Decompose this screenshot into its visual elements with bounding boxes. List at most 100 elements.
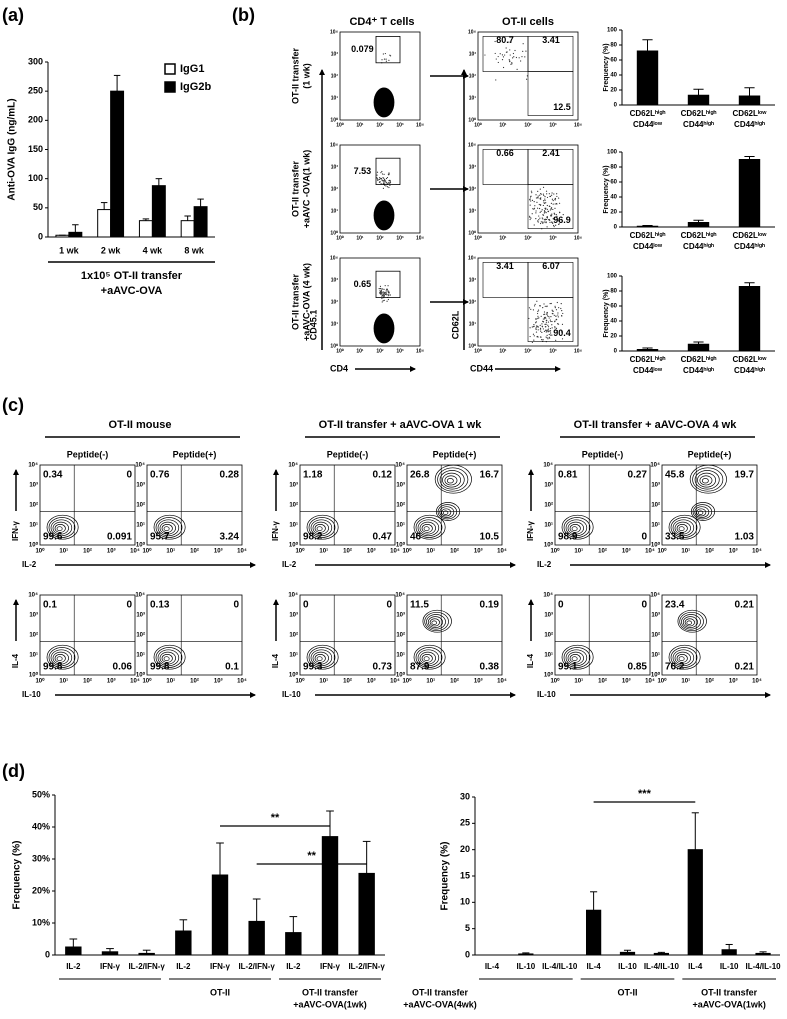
event-dot [548, 317, 550, 319]
flow-tick-label: 10² [524, 122, 532, 128]
contour [310, 649, 333, 667]
contour [153, 514, 186, 540]
flow-tick-label: 10³ [214, 678, 223, 685]
contour [306, 514, 339, 540]
event-dot [537, 190, 539, 192]
x-tick-label: IL-4/IL-10 [644, 962, 680, 971]
x-tick-label: CD62Lˡᵒʷ [733, 231, 768, 240]
event-dot [545, 326, 547, 328]
event-dot [533, 201, 535, 203]
bar [321, 836, 339, 956]
quadrant-value: 98.9 [558, 532, 578, 543]
flow-tick-label: 10¹ [356, 348, 364, 354]
contour [697, 510, 704, 515]
event-dot [545, 336, 547, 338]
flow-tick-label: 10³ [549, 235, 557, 241]
x-tick-label: CD44ʰⁱᵍʰ [734, 119, 765, 129]
flow-tick-label: 10³ [549, 348, 557, 354]
flow-tick-label: 10¹ [651, 652, 660, 659]
event-dot [380, 292, 382, 294]
flow-tick-label: 10⁰ [336, 122, 344, 128]
axis-label: IFN-γ [271, 520, 280, 541]
flow-tick-label: 10² [651, 502, 660, 509]
event-dot [387, 298, 389, 301]
x-tick-label: CD62Lʰⁱᵍʰ [630, 354, 666, 364]
gate-value: 0.079 [351, 44, 374, 54]
x-tick-label: CD62Lʰⁱᵍʰ [681, 230, 717, 240]
quadrant-value: 26.8 [410, 470, 430, 481]
event-dot [532, 208, 534, 210]
quadrant-value: 0.38 [480, 662, 500, 673]
flow-tick-label: 10³ [289, 482, 298, 489]
event-dot [540, 193, 542, 195]
event-dot [379, 285, 382, 288]
flow-tick-label: 10³ [474, 548, 483, 555]
flow-tick-label: 10⁴ [330, 29, 339, 35]
event-dot [557, 312, 559, 314]
flow-tick-label: 10² [450, 678, 459, 685]
event-dot [542, 328, 544, 330]
y-tick-label: 25 [460, 818, 470, 828]
event-dot [556, 195, 558, 198]
quadrant-value: 99.8 [150, 662, 170, 673]
event-dot [534, 205, 536, 207]
event-dot [381, 173, 384, 175]
contour [437, 504, 458, 520]
flow-tick-label: 10² [450, 548, 459, 555]
flow-tick-label: 10¹ [469, 321, 477, 327]
y-tick-label: 100 [607, 150, 618, 156]
axis-label: IL-10 [22, 690, 41, 699]
flow-tick-label: 10⁴ [543, 593, 553, 599]
event-dot [525, 50, 527, 52]
event-dot [546, 208, 548, 211]
event-dot [385, 177, 388, 180]
flow-plot-frame [299, 594, 396, 676]
bar [738, 286, 761, 352]
x-tick-label: CD62Lˡᵒʷ [733, 355, 768, 364]
y-axis-label: Frequency (%) [603, 43, 610, 91]
bar [636, 50, 659, 106]
contour [56, 656, 63, 662]
flow-tick-label: 10⁰ [474, 235, 482, 241]
y-tick-label: 20 [460, 844, 470, 854]
y-axis-label: Frequency (%) [603, 165, 610, 213]
flow-tick-label: 10³ [107, 548, 116, 555]
flow-tick-label: 10² [469, 186, 477, 192]
flow-tick-label: 10⁰ [651, 672, 661, 679]
quadrant-value: 0.28 [220, 470, 240, 481]
bar [110, 90, 125, 238]
y-tick-label: 250 [28, 86, 43, 96]
flow-tick-label: 10⁰ [468, 117, 476, 123]
event-dot [537, 309, 540, 311]
y-tick-label: 200 [28, 115, 43, 125]
event-dot [550, 334, 552, 336]
contour [316, 656, 323, 662]
flow-tick-label: 10² [705, 548, 714, 555]
event-dot [529, 196, 532, 198]
event-dot [543, 311, 546, 313]
flow-tick-label: 10⁴ [390, 679, 400, 685]
event-dot [543, 212, 545, 214]
contour [692, 467, 724, 492]
flow-tick-label: 10² [83, 548, 92, 555]
contour [161, 524, 173, 533]
event-dot [539, 194, 541, 196]
y-tick-label: 0 [614, 225, 618, 231]
event-dot [541, 217, 543, 219]
event-dot [511, 62, 513, 64]
y-axis-label: Anti-OVA IgG (ng/mL) [7, 98, 18, 200]
event-dot [546, 216, 548, 218]
contour [56, 526, 63, 532]
event-dot [547, 326, 550, 328]
contour [48, 647, 76, 668]
flow-tick-label: 10³ [396, 235, 404, 241]
event-dot [385, 185, 387, 187]
flow-tick-label: 10³ [469, 51, 477, 57]
event-dot [562, 214, 564, 216]
event-dot [556, 318, 558, 321]
flow-plot-frame [299, 464, 396, 546]
event-dot [534, 318, 537, 320]
flow-plot-frame [146, 464, 243, 546]
bar [687, 343, 710, 352]
quadrant-value: 0.34 [43, 470, 63, 481]
